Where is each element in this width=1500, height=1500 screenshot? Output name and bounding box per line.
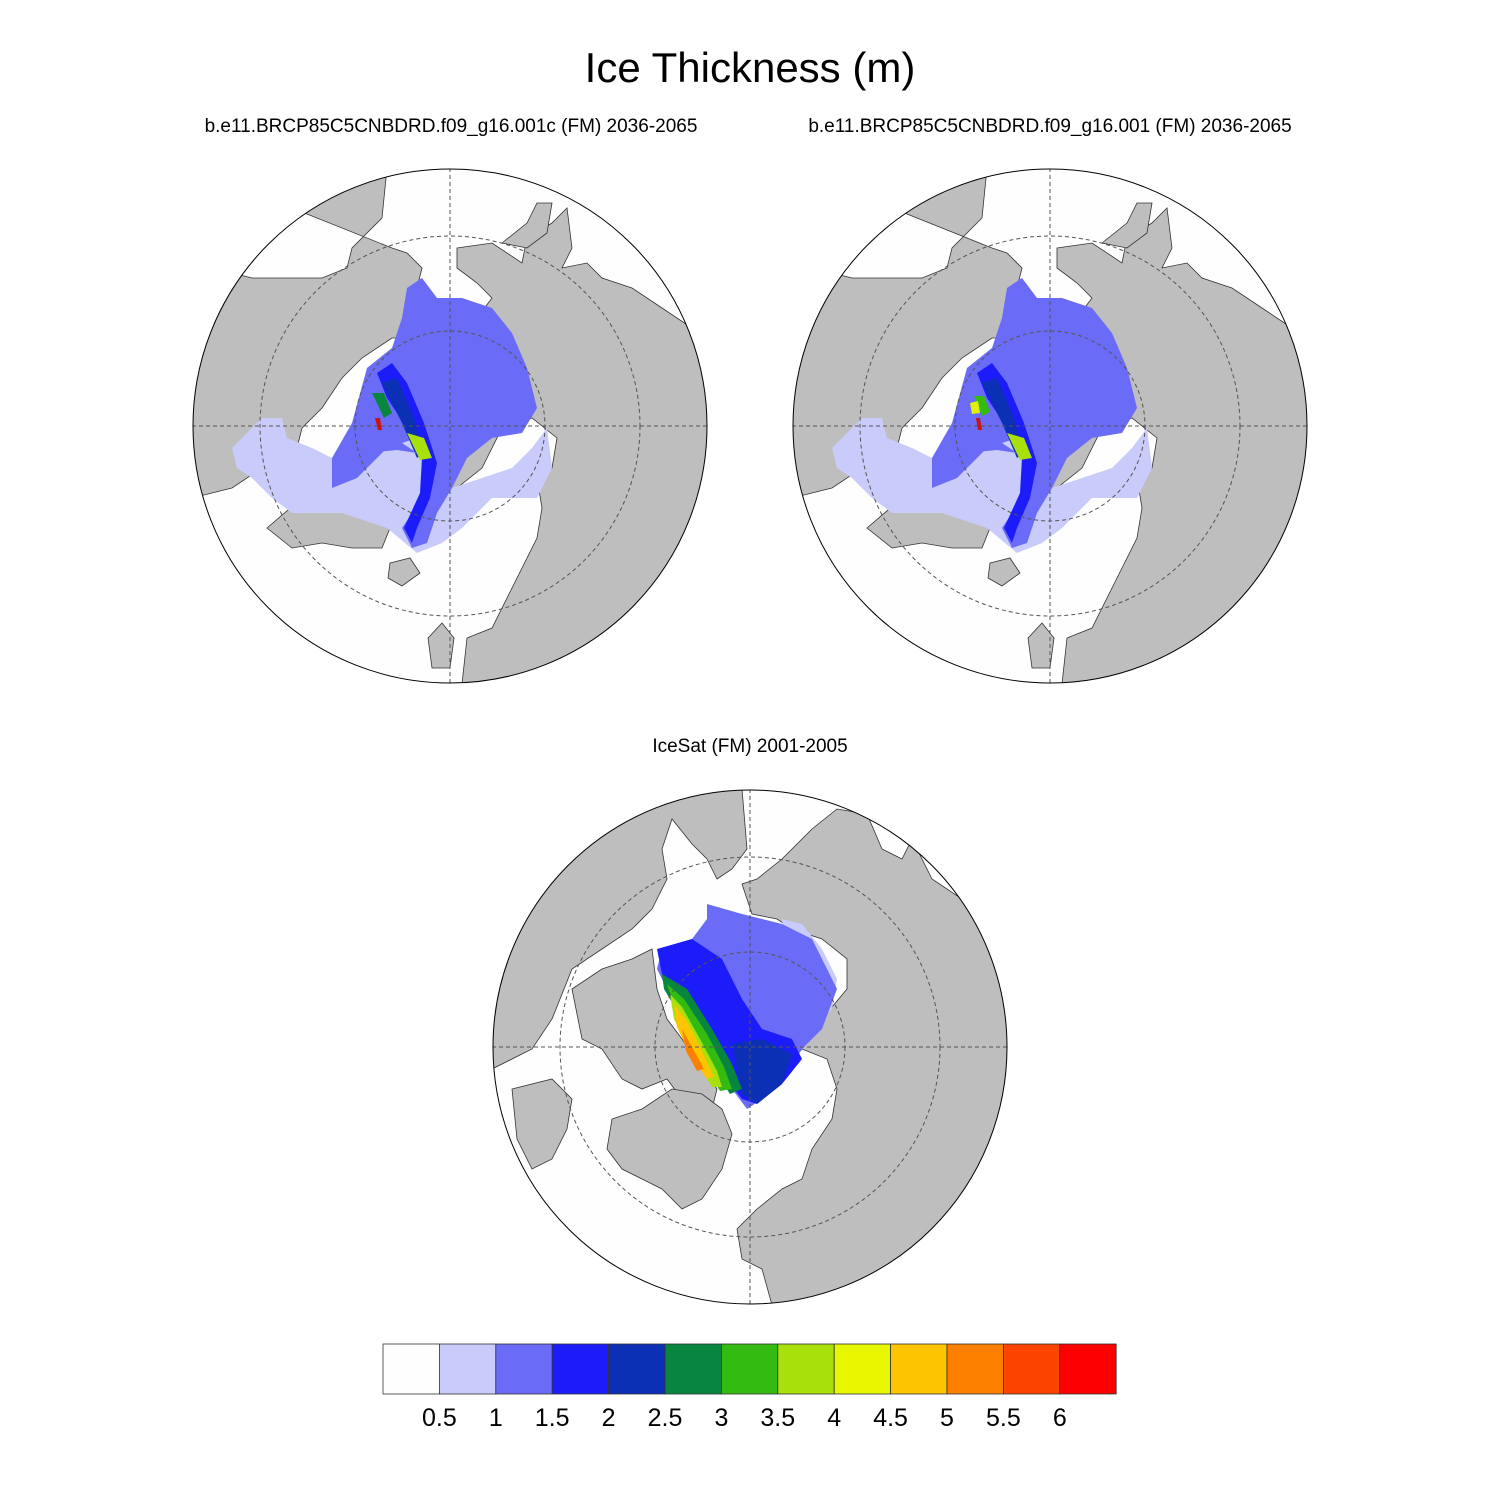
panel-left-subtitle: b.e11.BRCP85C5CNBDRD.f09_g16.001c (FM) 2… xyxy=(204,116,698,137)
ice-band-6 xyxy=(1007,433,1032,460)
colorbar-tick-label: 1 xyxy=(488,1404,503,1432)
latitude-circle-outer xyxy=(859,235,1241,617)
colorbar-box-0 xyxy=(382,1343,440,1395)
ice-band-9 xyxy=(682,1029,704,1071)
arctic-archipelago xyxy=(571,948,718,1110)
colorbar-tick-label: 5 xyxy=(940,1404,954,1432)
colorbar-box-5 xyxy=(664,1343,722,1395)
svalbard xyxy=(1027,622,1055,669)
colorbar-box-10 xyxy=(946,1343,1004,1395)
ice-band-1 xyxy=(232,408,552,553)
colorbar-box-3 xyxy=(551,1343,609,1395)
panel-bottom-subtitle: IceSat (FM) 2001-2005 xyxy=(652,736,848,757)
map-outline xyxy=(492,789,1008,1305)
latitude-circle-outer xyxy=(259,235,641,617)
ice-channel xyxy=(937,443,1017,473)
colorbar-tick-label: 0.5 xyxy=(422,1404,457,1432)
ice-band-4 xyxy=(732,1039,792,1104)
colorbar-box-2 xyxy=(495,1343,553,1395)
ice-channel xyxy=(337,443,417,473)
ice-peak-2 xyxy=(976,418,982,430)
latitude-circle-inner xyxy=(354,330,546,522)
colorbar-tick-label: 2 xyxy=(601,1404,616,1432)
map-outline xyxy=(192,168,708,684)
colorbar-tick-label: 6 xyxy=(1052,1404,1067,1432)
colorbar-tick-label: 1.5 xyxy=(534,1404,570,1432)
colorbar-tick-label: 4.5 xyxy=(873,1404,908,1432)
colorbar-tick-label: 4 xyxy=(827,1404,842,1432)
colorbar-box-11 xyxy=(1003,1343,1061,1395)
colorbar-box-8 xyxy=(833,1343,892,1395)
iceland xyxy=(387,557,421,587)
panel-right-subtitle: b.e11.BRCP85C5CNBDRD.f09_g16.001 (FM) 20… xyxy=(808,116,1292,137)
colorbar-tick-label: 3 xyxy=(714,1404,729,1432)
ice-band-2 xyxy=(332,278,537,548)
colorbar-box-7 xyxy=(777,1343,835,1395)
ice-band-2 xyxy=(932,278,1137,548)
colorbar-tick-label: 2.5 xyxy=(647,1404,683,1432)
ice-band-8 xyxy=(674,1004,714,1079)
ice-band-1 xyxy=(832,408,1152,553)
polar-map-icesat xyxy=(492,789,1008,1305)
ice-band-3 xyxy=(977,363,1037,543)
iceland xyxy=(987,557,1021,587)
latitude-circle-inner xyxy=(954,330,1146,522)
polar-map-model-c xyxy=(192,168,708,684)
map-outline xyxy=(792,168,1308,684)
island xyxy=(1101,202,1153,249)
colorbar-box-1 xyxy=(439,1343,497,1395)
island xyxy=(501,202,553,249)
polar-map-model xyxy=(792,168,1308,684)
ice-band-6 xyxy=(407,433,432,460)
colorbar-box-6 xyxy=(720,1343,779,1395)
latitude-circle-outer xyxy=(559,856,941,1238)
colorbar xyxy=(382,1343,1117,1395)
ice-band-3 xyxy=(377,363,437,543)
colorbar-tick-label: 5.5 xyxy=(986,1404,1021,1432)
figure-title: Ice Thickness (m) xyxy=(584,44,916,91)
svalbard xyxy=(427,622,455,669)
ice-peak xyxy=(375,418,382,430)
latitude-circle-inner xyxy=(654,951,846,1143)
colorbar-box-12 xyxy=(1059,1343,1117,1395)
colorbar-tick-label: 3.5 xyxy=(760,1404,796,1432)
greenland-land xyxy=(606,1088,733,1210)
ice-peak xyxy=(970,401,980,414)
ice-band-5 xyxy=(372,393,392,418)
labrador-land xyxy=(511,1078,573,1170)
colorbar-box-4 xyxy=(608,1343,666,1395)
colorbar-box-9 xyxy=(890,1343,948,1395)
